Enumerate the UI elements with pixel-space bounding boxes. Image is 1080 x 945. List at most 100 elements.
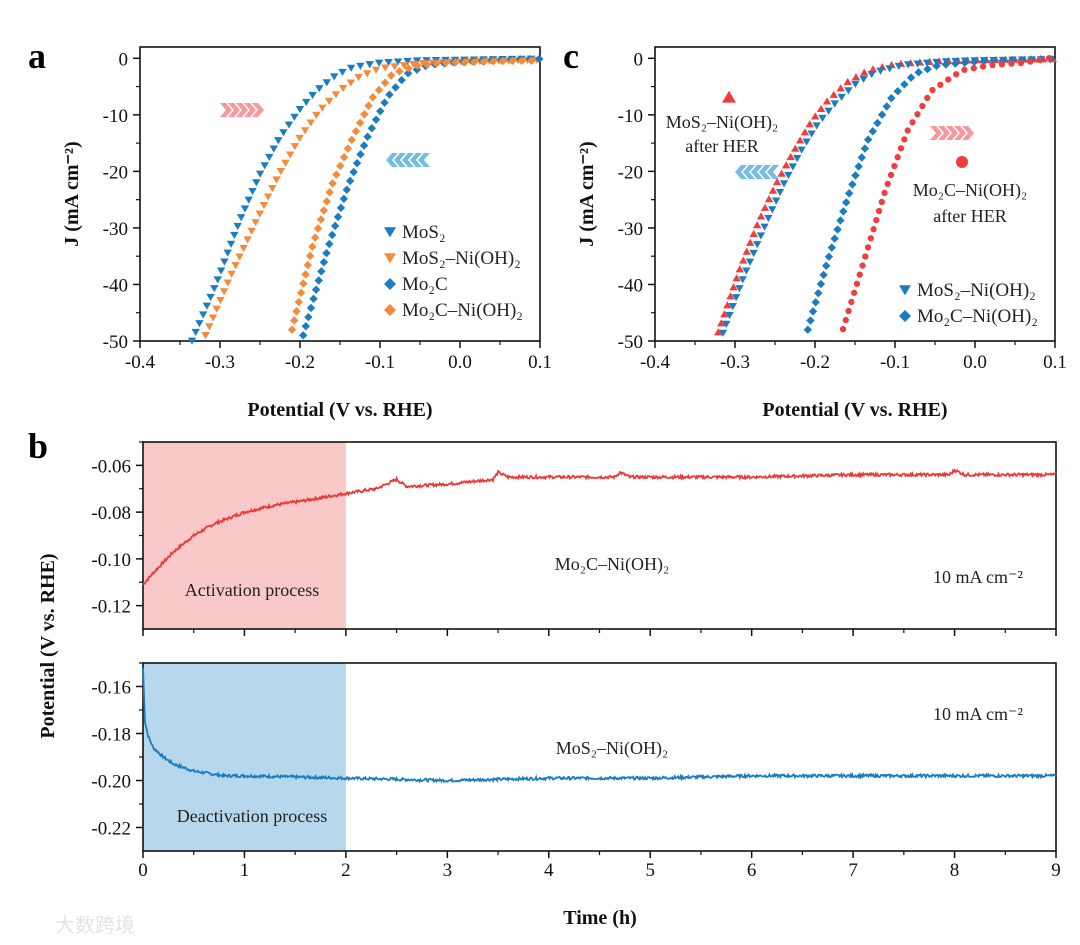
data-point [812,122,821,130]
data-point [338,85,348,93]
data-point [413,61,422,70]
data-point [795,136,805,144]
data-point [923,64,932,74]
data-point [315,85,324,93]
data-point [961,66,968,73]
data-point [887,93,896,103]
data-point [376,106,385,116]
data-point [364,101,373,110]
data-point [960,58,969,67]
data-point [187,337,197,345]
data-point [873,216,880,224]
data-point [779,180,789,188]
data-point [859,75,868,84]
data-point [385,90,394,99]
data-point [252,179,261,187]
x-tick-label: 0.0 [963,352,987,373]
data-point [951,59,960,68]
data-point [806,316,815,325]
data-point [797,146,806,154]
data-point [824,252,834,261]
data-point [219,288,229,296]
data-point [742,267,751,275]
data-point [839,325,847,333]
data-point [239,244,248,253]
y-tick-label: -0.16 [91,678,131,699]
data-point [876,67,885,75]
data-point [263,193,273,201]
data-point [836,216,845,225]
x-tick-label: 0.1 [1043,352,1067,373]
data-point [726,292,735,300]
data-point [223,249,232,257]
data-point [756,232,766,240]
data-point [324,97,334,106]
data-point [356,150,365,159]
data-point [811,112,820,120]
data-point [735,265,745,273]
data-point [900,80,909,89]
data-point [932,61,941,71]
data-line [142,667,1057,784]
annotation-label: after HER [933,206,1006,226]
data-point [941,60,951,69]
x-tick-label: -0.4 [640,352,671,373]
data-point [305,251,315,261]
right-chevrons-icon [220,103,264,117]
data-point [294,297,303,307]
x-tick-label: -0.4 [125,352,156,373]
data-point [399,62,409,70]
data-point [732,274,741,282]
y-tick-label: 0 [634,49,644,70]
left-chevrons-icon [735,165,779,179]
data-point [308,242,317,251]
data-point [844,87,853,95]
data-point [989,61,996,69]
left-chevrons-icon-chevron [418,153,430,167]
x-axis-label: Potential (V vs. RHE) [247,399,432,421]
data-point [198,311,208,319]
data-point [205,323,214,331]
y-axis-label: J (mA cm⁻²) [576,141,598,246]
data-point [1045,55,1053,62]
data-point [822,97,832,105]
data-point [535,54,544,64]
data-point [728,302,738,311]
right-chevrons-icon-chevron [244,103,256,117]
data-point [303,260,313,270]
left-chevrons-icon-chevron [759,165,771,179]
data-point [802,138,811,146]
data-point [848,298,855,306]
data-point [749,249,758,258]
y-tick-label: -30 [618,219,643,240]
x-tick-label: 5 [645,860,655,881]
data-point [897,145,905,152]
left-chevrons-icon [386,153,430,167]
x-tick-label: 0.1 [528,352,552,373]
data-point [901,136,908,143]
data-point [771,197,781,205]
data-point [292,307,301,316]
data-point [937,81,944,88]
x-axis-label: Potential (V vs. RHE) [762,399,947,421]
data-point [731,294,741,302]
legend-label: Mo₂C [402,274,448,295]
y-tick-label: -50 [103,332,128,353]
data-point [891,162,898,170]
data-point [800,128,810,136]
y-tick-label: -0.22 [91,819,131,840]
x-tick-label: 2 [341,860,351,881]
data-point [768,186,778,194]
data-point [863,135,873,144]
data-point [884,180,891,188]
data-point [318,104,327,112]
x-tick-label: -0.3 [205,352,235,373]
data-point [816,104,826,112]
data-point [749,229,758,238]
data-point [265,153,274,162]
data-point [301,322,310,331]
data-point [336,161,345,171]
data-point [775,188,785,197]
data-point [220,258,229,266]
data-point [295,134,304,143]
